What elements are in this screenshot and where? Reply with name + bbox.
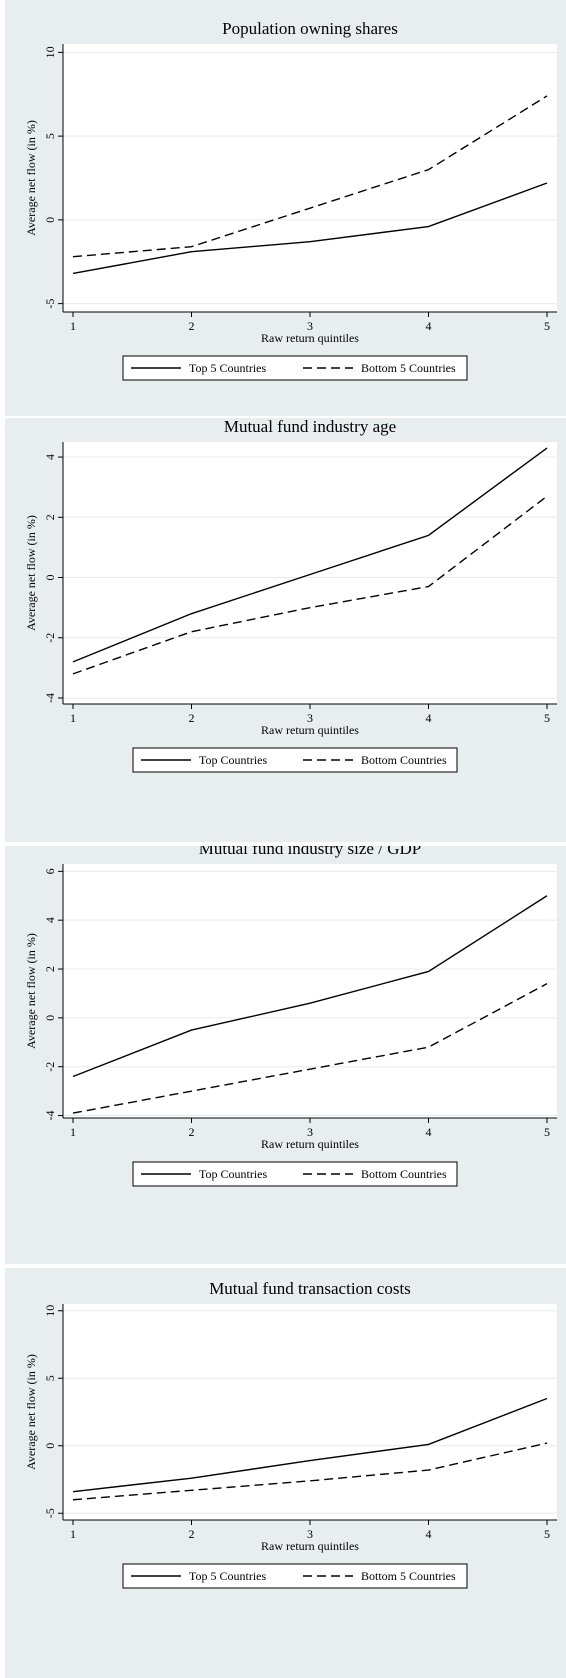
x-axis-label: Raw return quintiles bbox=[261, 1539, 359, 1553]
chart-3-svg: -4 -2 0 2 4 6 1 2 3 4 5 Mutual fund industry size /… bbox=[24, 846, 557, 1187]
chart-2-svg: -4 -2 0 2 4 1 2 3 4 5 Mutual fund industry age Raw … bbox=[24, 418, 557, 773]
y-tick-label: 0 bbox=[43, 217, 57, 223]
x-tick-label: 5 bbox=[544, 319, 550, 333]
chart-4-svg: -5 0 5 10 1 2 3 4 5 Mutual fund transaction costs… bbox=[24, 1279, 557, 1589]
series-line-1 bbox=[72, 182, 548, 275]
x-axis-label: Raw return quintiles bbox=[261, 723, 359, 737]
y-tick-label: 0 bbox=[43, 575, 57, 581]
x-tick-label: 2 bbox=[189, 1125, 195, 1139]
chart-panel-2: -4 -2 0 2 4 1 2 3 4 5 Mutual fund industry age Raw … bbox=[5, 418, 566, 842]
y-tick-label: 10 bbox=[43, 46, 57, 58]
y-tick-label: 4 bbox=[43, 917, 57, 923]
x-tick-label: 3 bbox=[307, 711, 313, 725]
x-axis-label: Raw return quintiles bbox=[261, 1137, 359, 1151]
series-line-2 bbox=[72, 1442, 548, 1501]
y-tick-label: -5 bbox=[43, 1508, 57, 1518]
x-tick-label: 4 bbox=[426, 1125, 432, 1139]
legend-label-1: Top 5 Countries bbox=[189, 361, 266, 375]
y-tick-label: 10 bbox=[43, 1305, 57, 1317]
x-tick-label: 1 bbox=[70, 319, 76, 333]
y-tick-label: -4 bbox=[43, 1111, 57, 1121]
chart-panel-1: -5 0 5 10 1 2 3 4 5 Population owning shares Raw r… bbox=[5, 0, 566, 416]
series-line-1 bbox=[72, 1397, 548, 1493]
plot-area bbox=[63, 1304, 557, 1520]
x-tick-label: 1 bbox=[70, 711, 76, 725]
legend-label-1: Top Countries bbox=[199, 753, 267, 767]
y-tick-label: -5 bbox=[43, 299, 57, 309]
x-tick-label: 3 bbox=[307, 319, 313, 333]
x-tick-label: 4 bbox=[426, 711, 432, 725]
series-line-2 bbox=[72, 495, 548, 675]
plot-area bbox=[63, 864, 557, 1118]
y-axis-label: Average net flow (in %) bbox=[24, 515, 38, 631]
legend-label-2: Bottom Countries bbox=[361, 753, 447, 767]
x-tick-label: 4 bbox=[426, 1527, 432, 1541]
chart-panel-4: -5 0 5 10 1 2 3 4 5 Mutual fund transaction costs… bbox=[5, 1268, 566, 1678]
x-tick-label: 5 bbox=[544, 1527, 550, 1541]
x-tick-label: 2 bbox=[189, 1527, 195, 1541]
y-tick-label: -2 bbox=[43, 633, 57, 643]
series-line-2 bbox=[72, 95, 548, 258]
x-tick-label: 5 bbox=[544, 1125, 550, 1139]
x-tick-label: 1 bbox=[70, 1527, 76, 1541]
x-tick-label: 4 bbox=[426, 319, 432, 333]
x-tick-label: 3 bbox=[307, 1125, 313, 1139]
series-line-2 bbox=[72, 983, 548, 1114]
chart-title: Mutual fund industry size / GDP bbox=[199, 846, 421, 858]
y-axis-label: Average net flow (in %) bbox=[24, 1354, 38, 1470]
y-tick-label: 0 bbox=[43, 1015, 57, 1021]
y-tick-label: -4 bbox=[43, 693, 57, 703]
series-line-1 bbox=[72, 447, 548, 663]
y-tick-label: 2 bbox=[43, 514, 57, 520]
y-tick-label: 5 bbox=[43, 133, 57, 139]
legend-label-2: Bottom 5 Countries bbox=[361, 1569, 456, 1583]
y-tick-label: 5 bbox=[43, 1375, 57, 1381]
x-tick-label: 1 bbox=[70, 1125, 76, 1139]
x-tick-label: 3 bbox=[307, 1527, 313, 1541]
x-axis-label: Raw return quintiles bbox=[261, 331, 359, 345]
x-tick-label: 2 bbox=[189, 319, 195, 333]
legend-label-2: Bottom Countries bbox=[361, 1167, 447, 1181]
series-line-1 bbox=[72, 895, 548, 1078]
chart-panel-3: -4 -2 0 2 4 6 1 2 3 4 5 Mutual fund industry size /… bbox=[5, 846, 566, 1264]
y-tick-label: -2 bbox=[43, 1062, 57, 1072]
y-axis-label: Average net flow (in %) bbox=[24, 120, 38, 236]
x-tick-label: 2 bbox=[189, 711, 195, 725]
chart-title: Mutual fund industry age bbox=[224, 418, 396, 436]
y-tick-label: 2 bbox=[43, 966, 57, 972]
plot-area bbox=[63, 442, 557, 704]
chart-title: Population owning shares bbox=[222, 19, 398, 38]
y-tick-label: 4 bbox=[43, 454, 57, 460]
chart-1-svg: -5 0 5 10 1 2 3 4 5 Population owning shares Raw r… bbox=[24, 19, 557, 381]
legend-label-1: Top Countries bbox=[199, 1167, 267, 1181]
x-tick-label: 5 bbox=[544, 711, 550, 725]
legend-label-1: Top 5 Countries bbox=[189, 1569, 266, 1583]
y-tick-label: 6 bbox=[43, 868, 57, 874]
legend-label-2: Bottom 5 Countries bbox=[361, 361, 456, 375]
chart-title: Mutual fund transaction costs bbox=[209, 1279, 411, 1298]
y-axis-label: Average net flow (in %) bbox=[24, 933, 38, 1049]
plot-area bbox=[63, 44, 557, 312]
y-tick-label: 0 bbox=[43, 1443, 57, 1449]
